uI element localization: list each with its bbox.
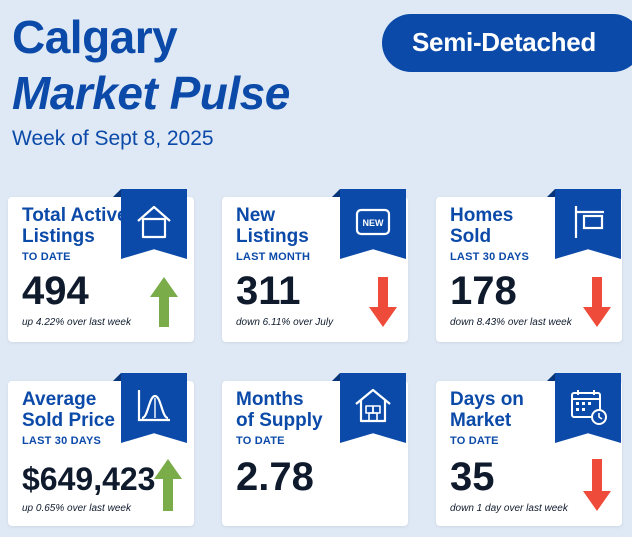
house-icon [121,189,187,259]
card-heading: Total Active Listings [22,205,128,247]
card-total-active-listings: Total Active Listings TO DATE 494 up 4.2… [8,197,194,342]
title-city: Calgary [12,11,178,63]
card-value: 178 [450,269,517,313]
card-homes-sold: Homes Sold LAST 30 DAYS 178 down 8.43% o… [436,197,622,342]
down-arrow-icon [369,277,397,327]
card-average-sold-price: Average Sold Price LAST 30 DAYS $649,423… [8,381,194,526]
calendar-clock-icon [555,373,621,443]
card-period: TO DATE [22,251,71,263]
card-value: 311 [236,269,301,313]
card-value: 35 [450,455,495,499]
card-value: 2.78 [236,455,314,499]
card-change: down 8.43% over last week [450,317,572,328]
up-arrow-icon [154,459,182,511]
sold-sign-icon [555,189,621,259]
up-arrow-icon [150,277,178,327]
card-change: down 1 day over last week [450,503,568,514]
card-value: 494 [22,269,89,313]
card-period: LAST 30 DAYS [450,251,530,263]
card-value: $649,423 [22,461,156,497]
card-change: up 4.22% over last week [22,317,131,328]
down-arrow-icon [583,277,611,327]
card-period: LAST 30 DAYS [22,435,102,447]
new-tag-icon: NEW [340,189,406,259]
card-period: LAST MONTH [236,251,311,263]
card-period: TO DATE [450,435,499,447]
card-heading: Days on Market [450,389,524,431]
card-change: down 6.11% over July [236,317,334,328]
card-heading: Average Sold Price [22,389,115,431]
bell-curve-chart-icon [121,373,187,443]
down-arrow-icon [583,459,611,511]
card-heading: New Listings [236,205,309,247]
card-heading: Months of Supply [236,389,323,431]
property-type-badge: Semi-Detached [382,14,632,72]
card-change: up 0.65% over last week [22,503,131,514]
svg-text:NEW: NEW [363,218,385,228]
week-subtitle: Week of Sept 8, 2025 [12,127,214,150]
house-boxes-icon [340,373,406,443]
card-heading: Homes Sold [450,205,514,247]
card-period: TO DATE [236,435,285,447]
title-market-pulse: Market Pulse [12,67,290,119]
